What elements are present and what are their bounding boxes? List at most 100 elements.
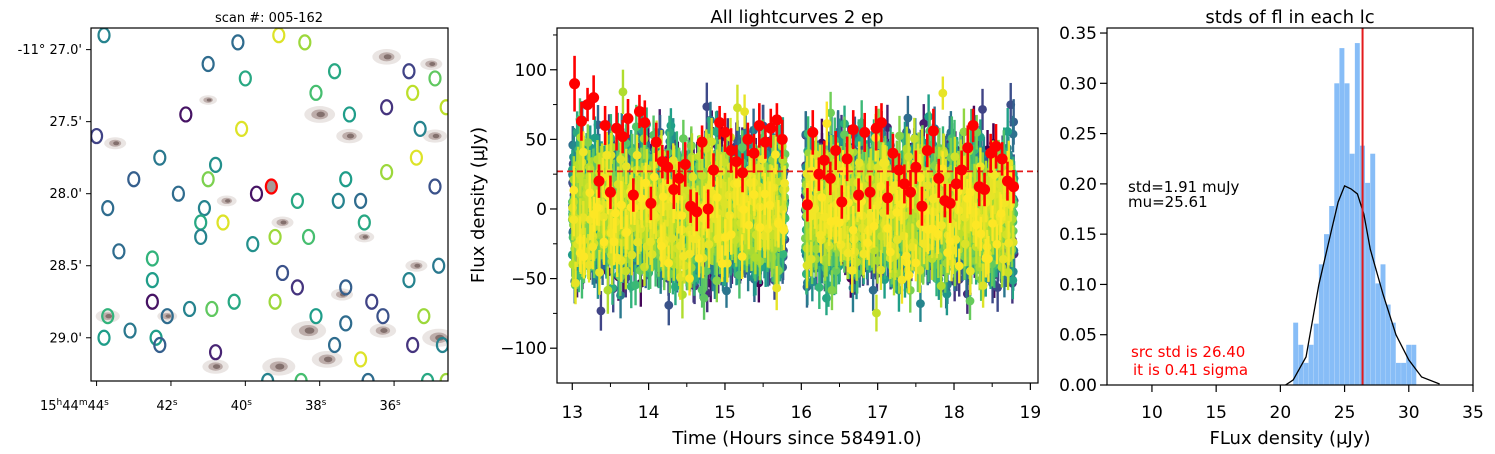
lc-y-tick-label: −100 [500, 339, 547, 359]
histogram-bar [1370, 153, 1376, 385]
histogram-bar [1324, 234, 1329, 385]
aperture-ellipse [327, 336, 342, 354]
histogram-bar [1308, 344, 1314, 385]
aperture-ellipse [420, 372, 435, 381]
aperture-ellipse [402, 63, 416, 80]
hist-x-tick-label: 15 [1205, 403, 1227, 423]
histogram-bar [1329, 205, 1335, 385]
source-point [679, 158, 691, 170]
hist-y-tick-label: 0.00 [1059, 376, 1097, 396]
aperture-ellipse [417, 308, 431, 325]
hist-y-tick-label: 0.25 [1059, 125, 1097, 145]
source-point [588, 92, 600, 104]
lightcurves-y-axis: −100 −50 0 50 100 [500, 34, 557, 359]
aperture-ellipse [179, 106, 193, 123]
lc-x-tick-label: 19 [1020, 403, 1042, 423]
lc-y-tick-label: 0 [536, 200, 547, 220]
aperture-ellipse [402, 272, 416, 289]
source-point [990, 140, 1002, 152]
source-point [830, 145, 842, 157]
histogram-xlabel: FLux density (μJy) [1209, 428, 1370, 449]
source-point [702, 203, 714, 215]
source-point [882, 192, 894, 204]
source-lightcurve [569, 55, 1020, 232]
hist-x-tick-label: 30 [1398, 403, 1420, 423]
source-point [662, 161, 674, 173]
emission-blob [202, 359, 229, 374]
emission-blob [422, 328, 448, 347]
source-point [673, 172, 685, 184]
source-point [979, 183, 991, 195]
lc-y-tick-label: 100 [515, 61, 547, 81]
source-point [742, 133, 754, 145]
lightcurves-x-axis: 13 14 15 16 17 18 19 [561, 383, 1041, 423]
aperture-ellipse [249, 185, 264, 202]
aperture-ellipse [439, 99, 448, 116]
emission-blob [199, 95, 217, 105]
histogram-bar [1298, 344, 1304, 385]
source-point [776, 133, 788, 145]
aperture-ellipse [145, 293, 159, 310]
emission-blob [420, 58, 443, 71]
aperture-ellipse [298, 34, 312, 51]
source-point [645, 197, 657, 209]
lc-x-tick-label: 16 [790, 403, 812, 423]
aperture-ellipse [127, 171, 141, 188]
hist-y-tick-label: 0.10 [1059, 275, 1097, 295]
source-point [910, 161, 922, 173]
emission-blob [422, 129, 448, 143]
aperture-ellipse [294, 372, 308, 381]
aperture-ellipse [406, 336, 420, 354]
aperture-ellipse [354, 351, 368, 368]
source-point [836, 196, 848, 208]
target-source [264, 178, 278, 195]
lightcurves-panel: All lightcurves 2 ep 13 14 15 16 17 18 19 −100… [468, 7, 1041, 449]
source-point [944, 197, 956, 209]
hist-x-tick-label: 35 [1462, 403, 1484, 423]
aperture-ellipse [309, 84, 323, 101]
emission-blob [271, 216, 294, 229]
aperture-ellipse [197, 200, 212, 217]
ra-tick-label: 36s [379, 398, 401, 414]
aperture-ellipse [101, 200, 115, 217]
emission-blob [290, 320, 327, 341]
histogram-bars [1293, 43, 1417, 385]
source-point [759, 136, 771, 148]
source-point [813, 168, 825, 180]
source-point [996, 153, 1008, 165]
aperture-ellipse [428, 70, 442, 87]
lightcurves-frame [556, 27, 1039, 384]
histogram-bar [1334, 83, 1340, 385]
histogram-bar [1406, 344, 1412, 385]
source-point [950, 178, 962, 190]
source-point [927, 125, 939, 137]
emission-blob [95, 309, 120, 323]
aperture-ellipse [331, 192, 345, 209]
aperture-ellipse [145, 272, 159, 289]
emission-blob [336, 128, 363, 144]
emission-blob [369, 323, 397, 338]
aperture-ellipse [261, 372, 275, 381]
aperture-ellipse [339, 171, 353, 188]
lc-x-tick-label: 14 [638, 403, 660, 423]
histogram-bar [1411, 344, 1417, 385]
emission-blob [157, 310, 178, 322]
source-point [898, 178, 910, 190]
source-point [859, 126, 871, 138]
hist-x-tick-label: 10 [1141, 403, 1163, 423]
aperture-ellipse [216, 214, 230, 231]
aperture-ellipse [235, 120, 249, 137]
lc-x-tick-label: 18 [943, 403, 965, 423]
aperture-ellipse [409, 149, 423, 166]
src-std-annotation: src std is 26.40 [1131, 343, 1245, 361]
aperture-ellipse [123, 322, 137, 339]
emission-blob [262, 357, 296, 376]
source-point [904, 186, 916, 198]
aperture-ellipse [290, 192, 304, 209]
source-point [639, 117, 651, 129]
hist-x-tick-label: 25 [1334, 403, 1356, 423]
emission-blob [405, 259, 428, 272]
histogram-bar [1380, 264, 1386, 385]
dec-tick-label: 28.5' [49, 259, 82, 274]
emission-blob [216, 195, 237, 207]
